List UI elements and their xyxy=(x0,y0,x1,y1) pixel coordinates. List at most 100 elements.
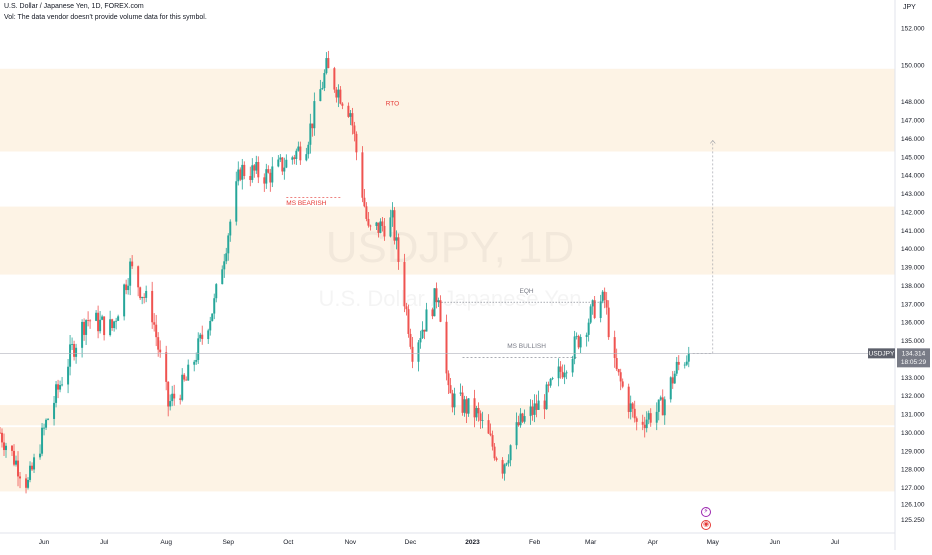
candle-body xyxy=(197,338,200,360)
candle-body xyxy=(531,406,534,415)
candle-body xyxy=(529,406,532,417)
candle-body xyxy=(235,181,238,222)
candle-body xyxy=(601,291,604,302)
candle-body xyxy=(677,361,680,365)
candle-body xyxy=(221,269,224,285)
candle-body xyxy=(491,435,494,447)
candle-body xyxy=(633,408,636,419)
candle-body xyxy=(687,353,690,362)
candle-body xyxy=(543,400,546,410)
candle-body xyxy=(87,320,90,321)
price-tick-label: 140.000 xyxy=(901,246,925,253)
candle-body xyxy=(271,166,274,183)
candle-body xyxy=(99,319,102,332)
candle-body xyxy=(599,301,602,318)
time-tick-label: 2023 xyxy=(465,539,480,546)
candle-body xyxy=(377,222,380,233)
price-tag-bg xyxy=(897,348,930,368)
candle-body xyxy=(335,89,338,98)
candle-body xyxy=(39,453,42,458)
candle-body xyxy=(439,300,442,322)
candle-body xyxy=(257,161,260,178)
symbol-title[interactable]: U.S. Dollar / Japanese Yen, 1D, FOREX.co… xyxy=(4,3,144,10)
candle-body xyxy=(179,398,182,400)
candle-body xyxy=(55,384,58,403)
candle-body xyxy=(659,397,662,400)
target-icon[interactable]: ◉ xyxy=(701,520,711,530)
candle-body xyxy=(391,210,394,218)
candle-body xyxy=(59,385,62,390)
candle-body xyxy=(3,442,6,451)
time-tick-label: Feb xyxy=(529,539,541,546)
candle-body xyxy=(549,378,552,386)
annotation-label: MS BULLISH xyxy=(507,343,546,350)
candle-body xyxy=(507,460,510,464)
candle-body xyxy=(127,285,130,291)
candle-body xyxy=(407,309,410,334)
candle-body xyxy=(195,359,198,362)
candle-body xyxy=(417,342,420,362)
candle-body xyxy=(319,89,322,102)
time-axis[interactable]: Jun Jul Aug Sep Oct Nov Dec 2023 Feb Mar Apr May Jun… xyxy=(39,539,840,546)
candle-body xyxy=(445,321,448,374)
candle-body xyxy=(115,320,118,322)
candle-body xyxy=(521,413,524,422)
candle-body xyxy=(577,335,580,348)
candle-body xyxy=(515,422,518,446)
price-tick-label: 130.000 xyxy=(901,430,925,437)
candle-body xyxy=(17,460,20,477)
watermark-name: U.S. Dollar / Japanese Yen xyxy=(319,286,582,311)
candle-body xyxy=(495,458,498,460)
candle-body xyxy=(285,159,288,168)
candle-body xyxy=(365,206,368,219)
candle-body xyxy=(617,369,620,373)
candle-body xyxy=(125,284,128,291)
candle-body xyxy=(585,334,588,337)
candle-body xyxy=(269,172,272,183)
candle-body xyxy=(229,221,232,236)
candle-body xyxy=(559,366,562,372)
candle-body xyxy=(351,113,354,126)
last-price-tag: USDJPY 134.314 18:05:29 xyxy=(868,348,930,368)
time-tick-label: Aug xyxy=(160,539,172,546)
price-tag-countdown: 18:05:29 xyxy=(901,359,927,366)
candle-body xyxy=(43,427,46,429)
candle-body xyxy=(683,364,686,366)
candle-body xyxy=(505,463,508,465)
candle-body xyxy=(557,366,560,379)
candle-body xyxy=(339,89,342,104)
candle-body xyxy=(631,403,634,409)
candle-body xyxy=(313,101,316,129)
candle-body xyxy=(47,418,50,420)
candle-body xyxy=(61,384,64,386)
candle-body xyxy=(265,169,268,184)
candle-body xyxy=(649,413,652,423)
candle-body xyxy=(337,89,340,98)
candle-body xyxy=(41,427,44,454)
candle-body xyxy=(453,393,456,408)
candle-body xyxy=(53,402,56,419)
candle-body xyxy=(183,374,186,380)
candle-body xyxy=(223,261,226,270)
candle-body xyxy=(181,374,184,400)
candle-body xyxy=(291,157,294,160)
candle-body xyxy=(523,416,526,422)
price-tick-label: 136.000 xyxy=(901,320,925,327)
lightning-icon[interactable]: ⚡ xyxy=(701,507,711,517)
candle-body xyxy=(389,217,392,237)
candle-body xyxy=(139,287,142,299)
price-zone xyxy=(0,427,895,492)
candle-body xyxy=(243,164,246,176)
candle-body xyxy=(237,169,240,182)
candle-body xyxy=(671,377,674,384)
candle-body xyxy=(29,465,32,480)
candle-body xyxy=(157,337,160,350)
price-tag-symbol-bg xyxy=(868,348,895,359)
price-zone xyxy=(0,405,895,426)
candle-body xyxy=(479,413,482,421)
candle-body xyxy=(551,378,554,380)
candle-body xyxy=(641,421,644,425)
price-tick-label: 128.000 xyxy=(901,467,925,474)
